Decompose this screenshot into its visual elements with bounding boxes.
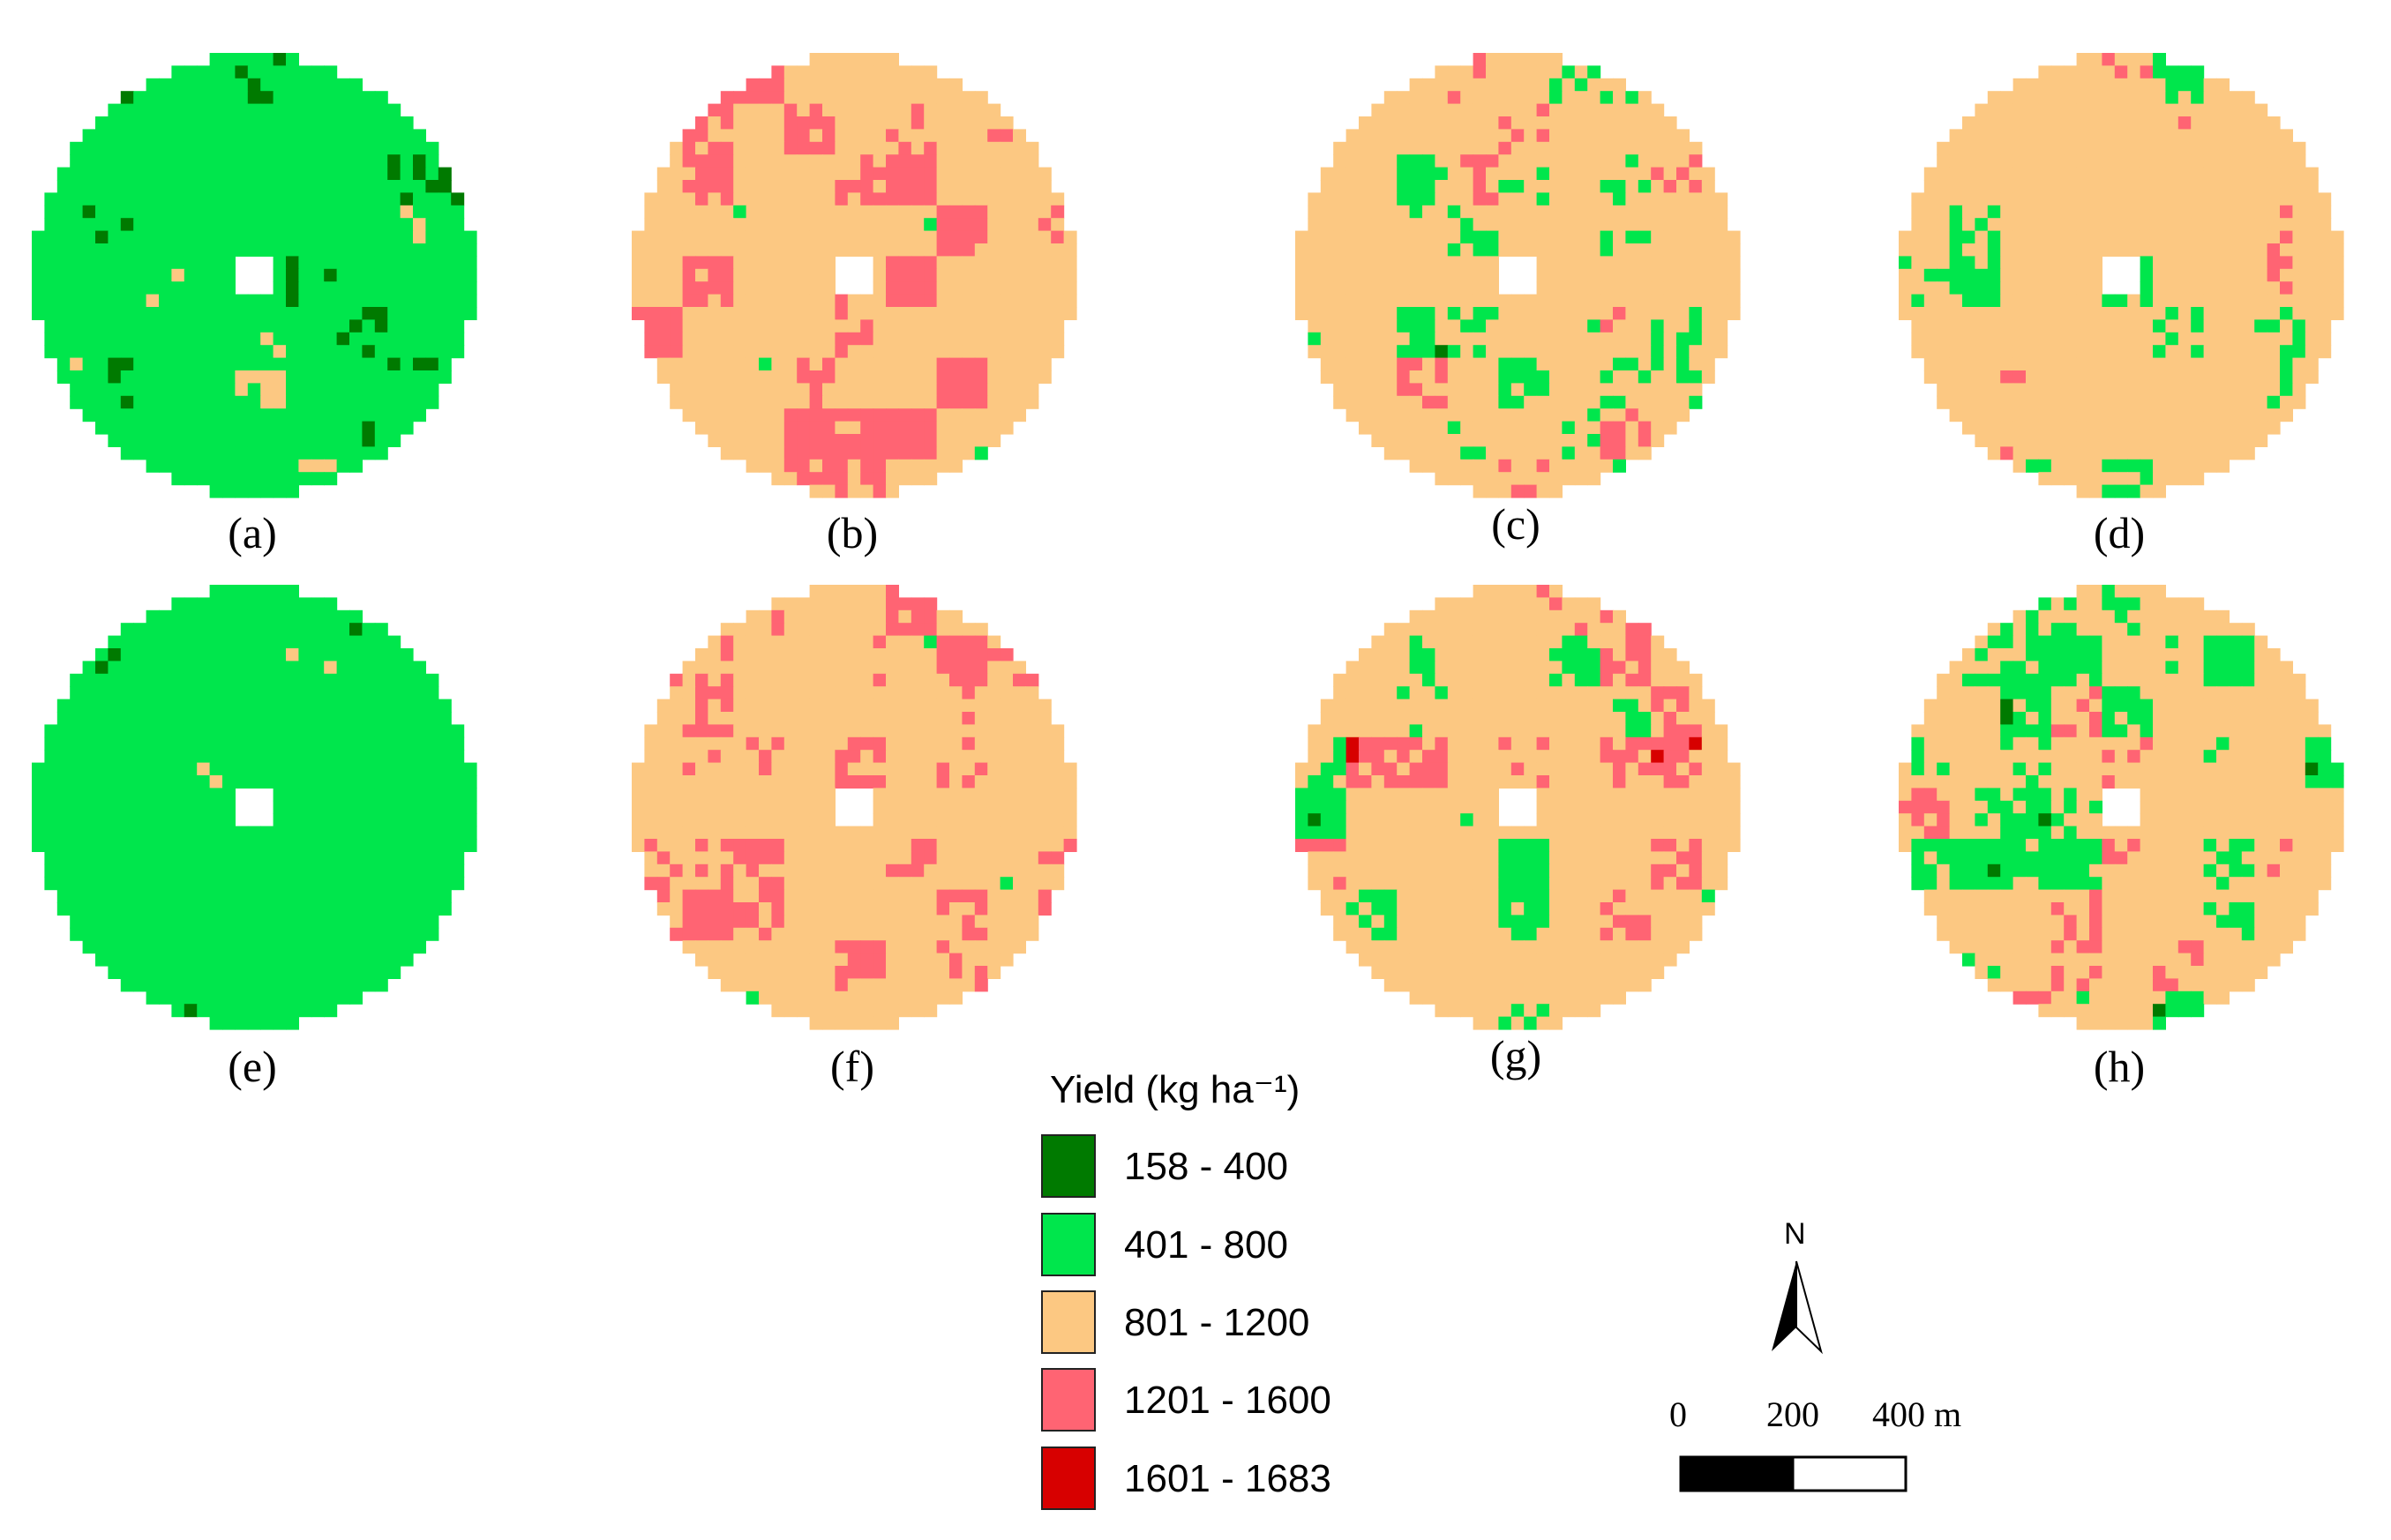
yield-map-f: [632, 585, 1077, 1030]
yield-map-h: [1899, 585, 2344, 1030]
legend-label-4: 1201 - 1600: [1124, 1379, 1331, 1422]
legend-title: Yield (kg ha⁻¹): [1050, 1068, 1300, 1111]
yield-map-d: [1899, 53, 2344, 498]
panel-label-c: (c): [1491, 499, 1540, 549]
legend-swatch-2: [1041, 1213, 1096, 1276]
yield-map-a: [32, 53, 477, 498]
panel-label-e: (e): [228, 1042, 277, 1091]
legend-label-1: 158 - 400: [1124, 1145, 1288, 1188]
legend-swatch-5: [1041, 1447, 1096, 1510]
legend-label-2: 401 - 800: [1124, 1223, 1288, 1267]
legend-swatch-4: [1041, 1368, 1096, 1432]
yield-map-b: [632, 53, 1077, 498]
legend-swatch-3: [1041, 1290, 1096, 1354]
panel-label-b: (b): [826, 508, 879, 557]
panel-label-a: (a): [228, 508, 277, 557]
yield-map-g: [1295, 585, 1741, 1030]
yield-map-c: [1295, 53, 1741, 498]
legend-swatch-1: [1041, 1134, 1096, 1198]
scale-bar: [1679, 1455, 1908, 1492]
panel-label-f: (f): [830, 1042, 874, 1091]
scale-tick-400: 400 m: [1872, 1394, 1962, 1434]
panel-label-h: (h): [2093, 1042, 2146, 1091]
panel-label-g: (g): [1489, 1031, 1542, 1080]
scale-tick-200: 200: [1766, 1394, 1819, 1434]
legend-label-3: 801 - 1200: [1124, 1301, 1310, 1344]
yield-map-e: [32, 585, 477, 1030]
legend-label-5: 1601 - 1683: [1124, 1457, 1331, 1500]
panel-label-d: (d): [2093, 508, 2146, 557]
north-arrow-label: N: [1784, 1217, 1806, 1251]
north-arrow-icon: [1772, 1260, 1823, 1355]
scale-tick-0: 0: [1669, 1394, 1687, 1434]
